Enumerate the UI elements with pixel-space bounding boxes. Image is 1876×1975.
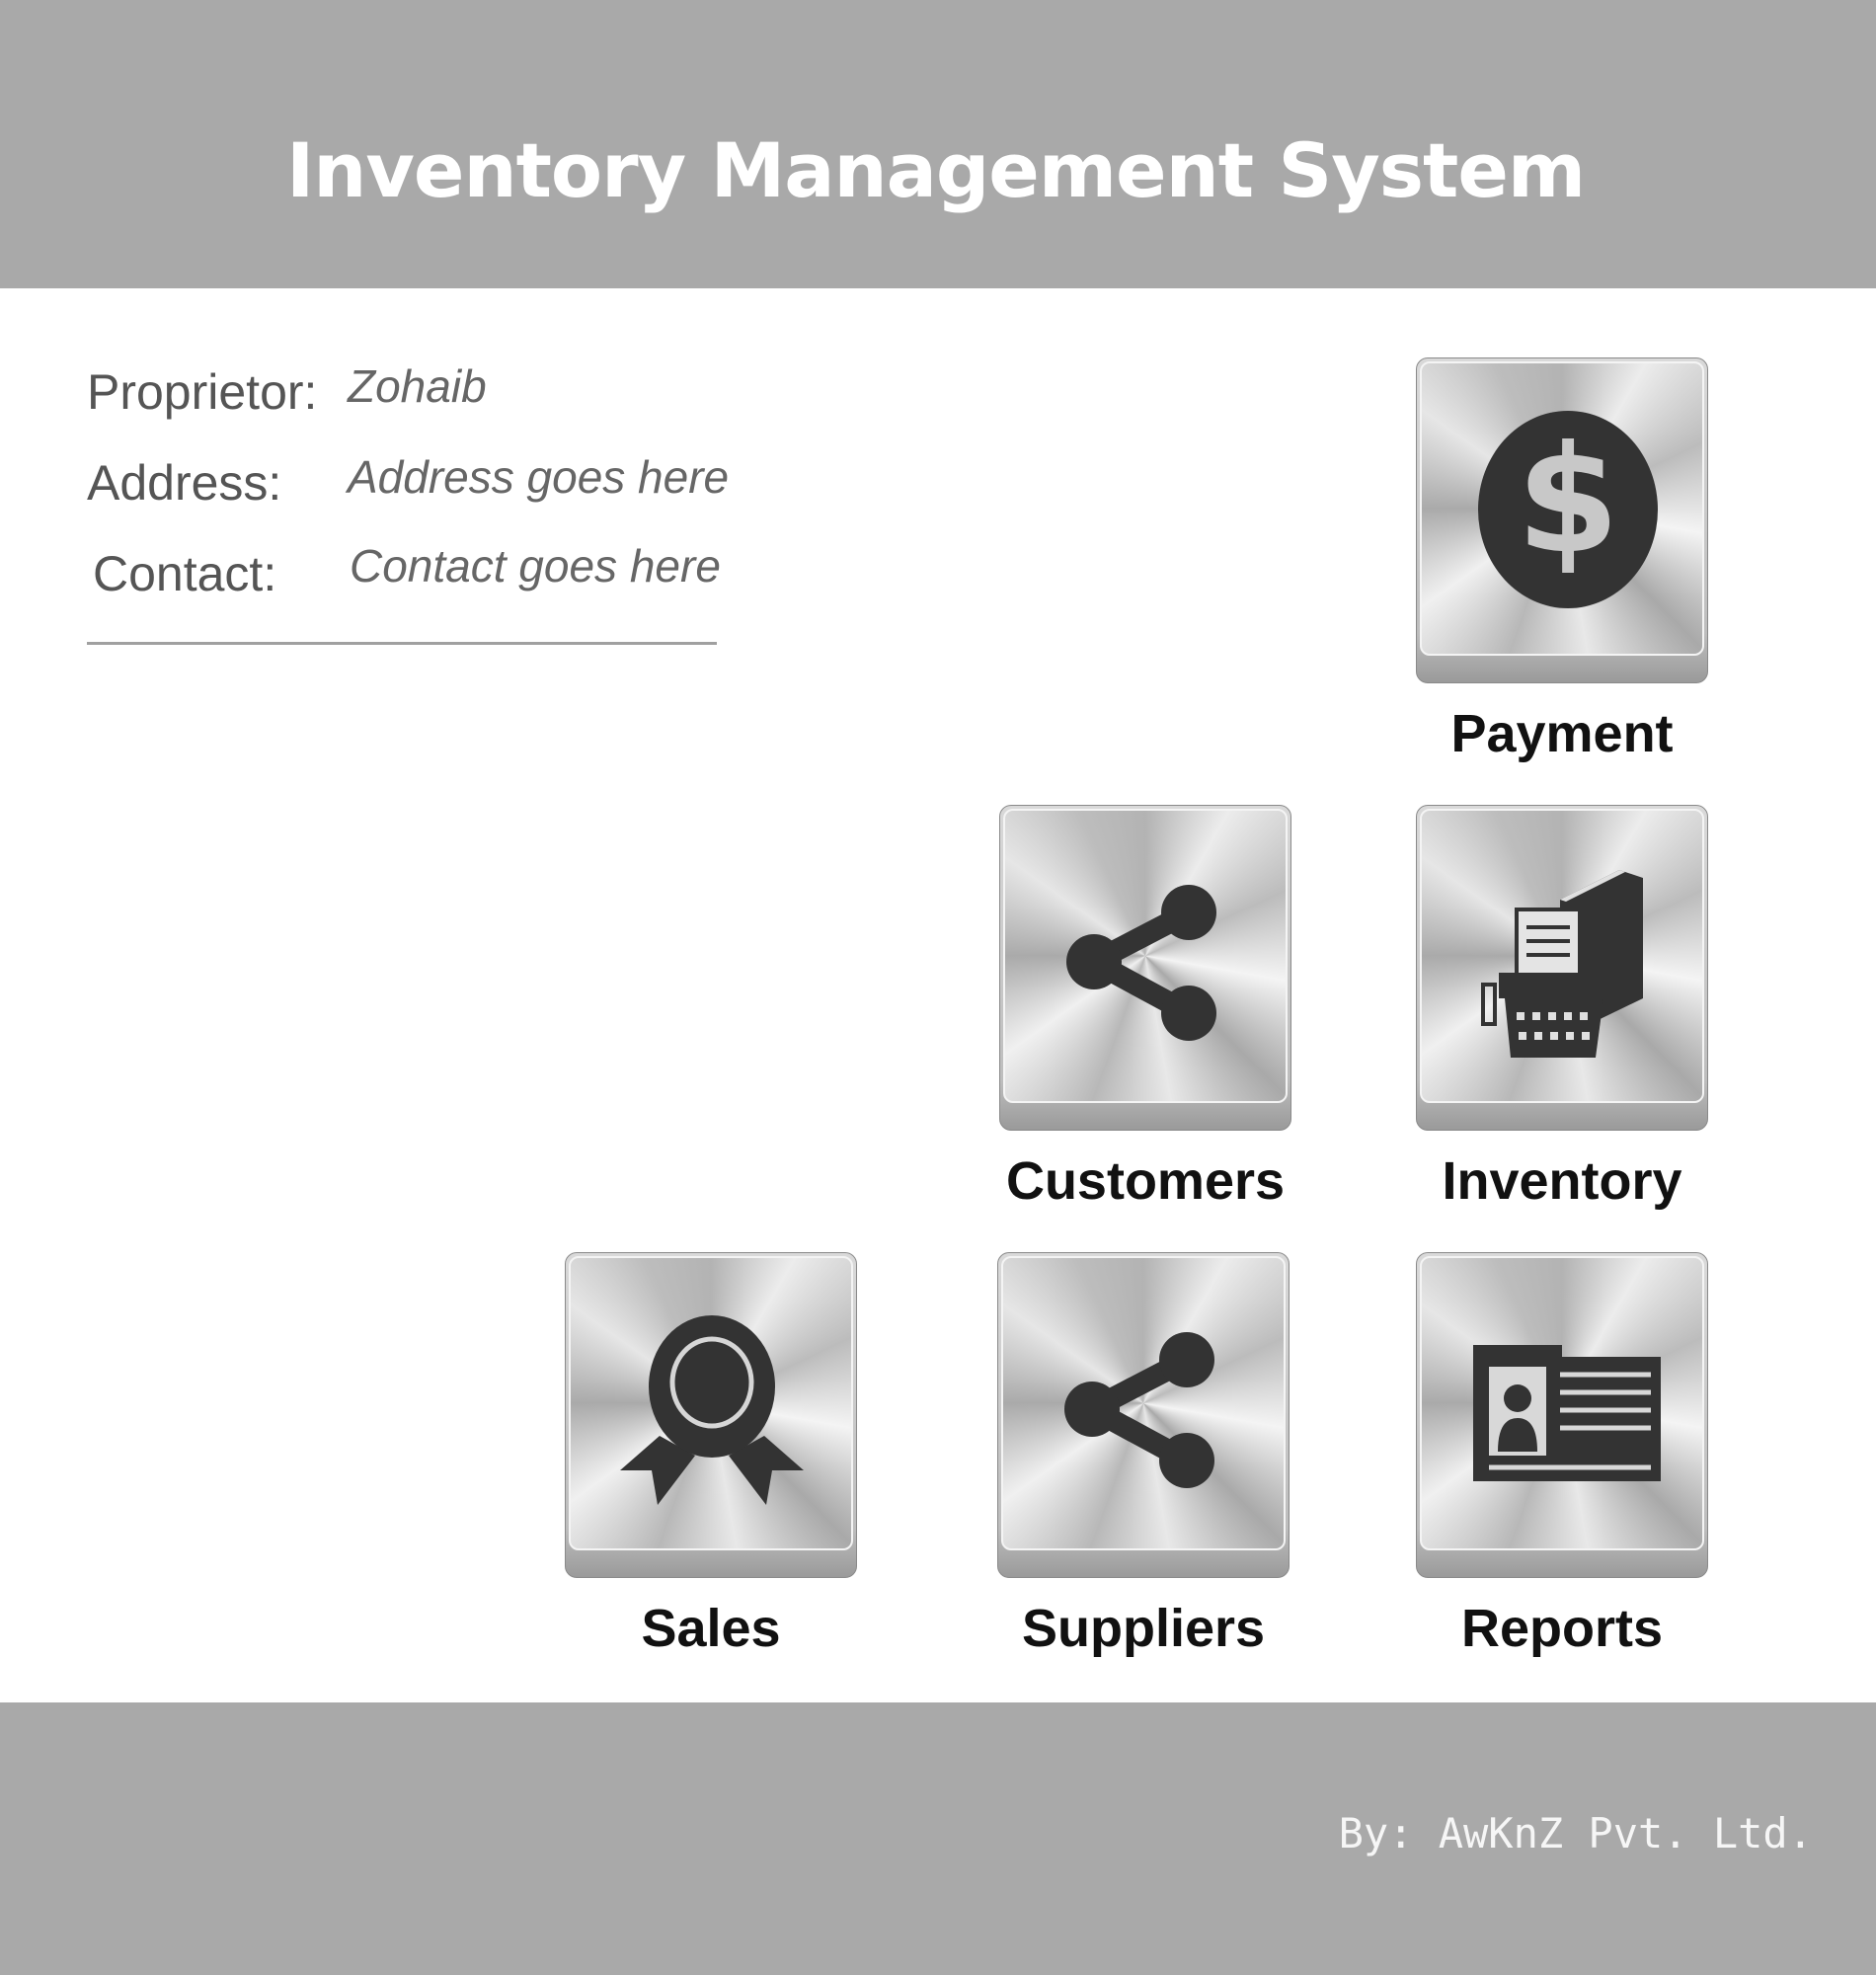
customers-tile[interactable]: Customers	[999, 805, 1291, 1211]
footer-credit: By: AwKnZ Pvt. Ltd.	[1338, 1809, 1813, 1857]
proprietor-value: Zohaib	[348, 360, 487, 412]
suppliers-label: Suppliers	[1021, 1599, 1266, 1658]
svg-text:$: $	[1517, 415, 1619, 587]
inventory-button[interactable]	[1416, 805, 1708, 1131]
award-ribbon-icon	[620, 1315, 804, 1505]
app-title: Inventory Management System	[286, 126, 1586, 214]
reports-tile[interactable]: Reports	[1416, 1252, 1708, 1658]
payment-label: Payment	[1450, 704, 1674, 763]
suppliers-button[interactable]	[997, 1252, 1290, 1578]
footer-bar: By: AwKnZ Pvt. Ltd.	[0, 1702, 1876, 1975]
suppliers-tile[interactable]: Suppliers	[997, 1252, 1290, 1658]
dollar-coin-icon: $	[1478, 411, 1658, 608]
payment-tile[interactable]: $ Payment	[1416, 357, 1708, 763]
reports-label: Reports	[1460, 1599, 1664, 1658]
address-value: Address goes here	[348, 451, 730, 503]
sales-button[interactable]	[565, 1252, 857, 1578]
sales-label: Sales	[641, 1599, 781, 1658]
sales-tile[interactable]: Sales	[565, 1252, 857, 1658]
address-label: Address:	[87, 455, 282, 511]
header-bar: Inventory Management System	[0, 0, 1876, 288]
typewriter-book-icon	[1481, 870, 1643, 1058]
share-icon	[1066, 885, 1216, 1041]
inventory-tile[interactable]: Inventory	[1416, 805, 1708, 1211]
info-divider	[87, 642, 717, 645]
id-card-icon	[1473, 1345, 1661, 1481]
inventory-label: Inventory	[1442, 1151, 1682, 1211]
payment-button[interactable]: $	[1416, 357, 1708, 683]
customers-button[interactable]	[999, 805, 1291, 1131]
reports-button[interactable]	[1416, 1252, 1708, 1578]
proprietor-label: Proprietor:	[87, 364, 318, 420]
contact-value: Contact goes here	[350, 540, 721, 592]
contact-label: Contact:	[93, 546, 277, 601]
share-icon	[1064, 1332, 1214, 1488]
customers-label: Customers	[1005, 1151, 1286, 1211]
